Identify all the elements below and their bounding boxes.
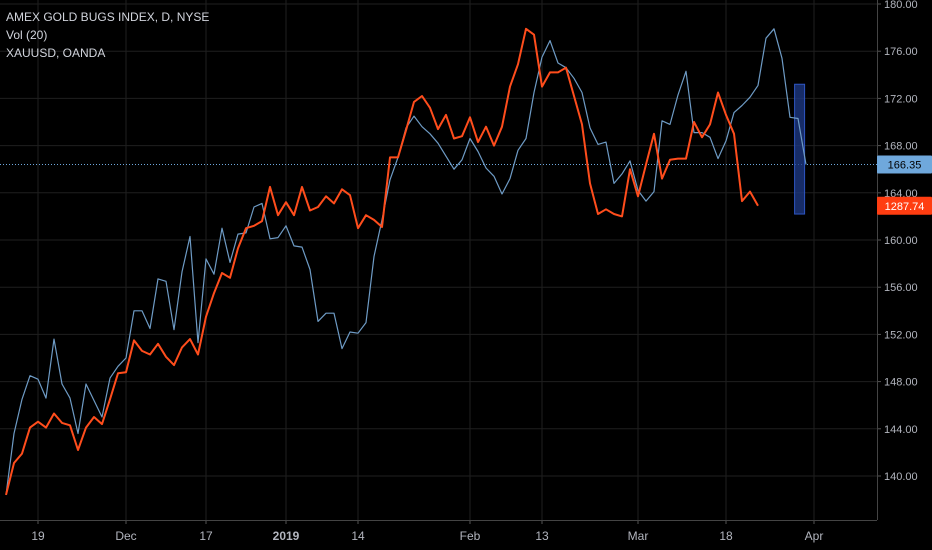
y-tick-label: 180.00 bbox=[884, 0, 918, 11]
volume-layer bbox=[794, 83, 806, 215]
y-tick-label: 160.00 bbox=[884, 235, 918, 247]
x-tick-label: 14 bbox=[351, 529, 365, 543]
legend-main-symbol[interactable]: AMEX GOLD BUGS INDEX, D, NYSE bbox=[6, 10, 210, 24]
price-badge-bg bbox=[877, 155, 932, 174]
chart-legend: AMEX GOLD BUGS INDEX, D, NYSE Vol (20) X… bbox=[6, 8, 209, 62]
x-tick-label: Apr bbox=[805, 529, 824, 543]
legend-volume-indicator[interactable]: Vol (20) bbox=[6, 28, 48, 42]
x-tick-label: 13 bbox=[535, 529, 549, 543]
x-tick-label: 17 bbox=[199, 529, 213, 543]
x-tick-label: Feb bbox=[460, 529, 481, 543]
y-tick-label: 140.00 bbox=[884, 471, 918, 483]
y-tick-label: 156.00 bbox=[884, 282, 918, 294]
y-tick-label: 168.00 bbox=[884, 141, 918, 153]
x-tick-label: 2019 bbox=[273, 529, 300, 543]
y-tick-label: 172.00 bbox=[884, 93, 918, 105]
y-tick-label: 176.00 bbox=[884, 46, 918, 58]
series-layer bbox=[5, 27, 807, 496]
x-tick-label: 19 bbox=[31, 529, 45, 543]
y-tick-label: 152.00 bbox=[884, 329, 918, 341]
x-tick-label: 18 bbox=[719, 529, 733, 543]
x-tick-label: Mar bbox=[628, 529, 649, 543]
legend-compare-symbol[interactable]: XAUUSD, OANDA bbox=[6, 46, 106, 60]
y-tick-label: 144.00 bbox=[884, 424, 918, 436]
axis-layer: 140.00144.00148.00152.00156.00160.00164.… bbox=[0, 0, 918, 543]
compare-price-badge: 1287.74 bbox=[885, 201, 925, 213]
compare-series-line bbox=[5, 27, 759, 496]
y-tick-label: 148.00 bbox=[884, 377, 918, 389]
price-badge: 166.35 bbox=[888, 159, 922, 171]
badge-layer: 166.35 1287.74 bbox=[877, 155, 932, 215]
x-tick-label: Dec bbox=[115, 529, 136, 543]
compare-price-badge-bg bbox=[877, 196, 932, 215]
volume-bar bbox=[794, 83, 806, 215]
